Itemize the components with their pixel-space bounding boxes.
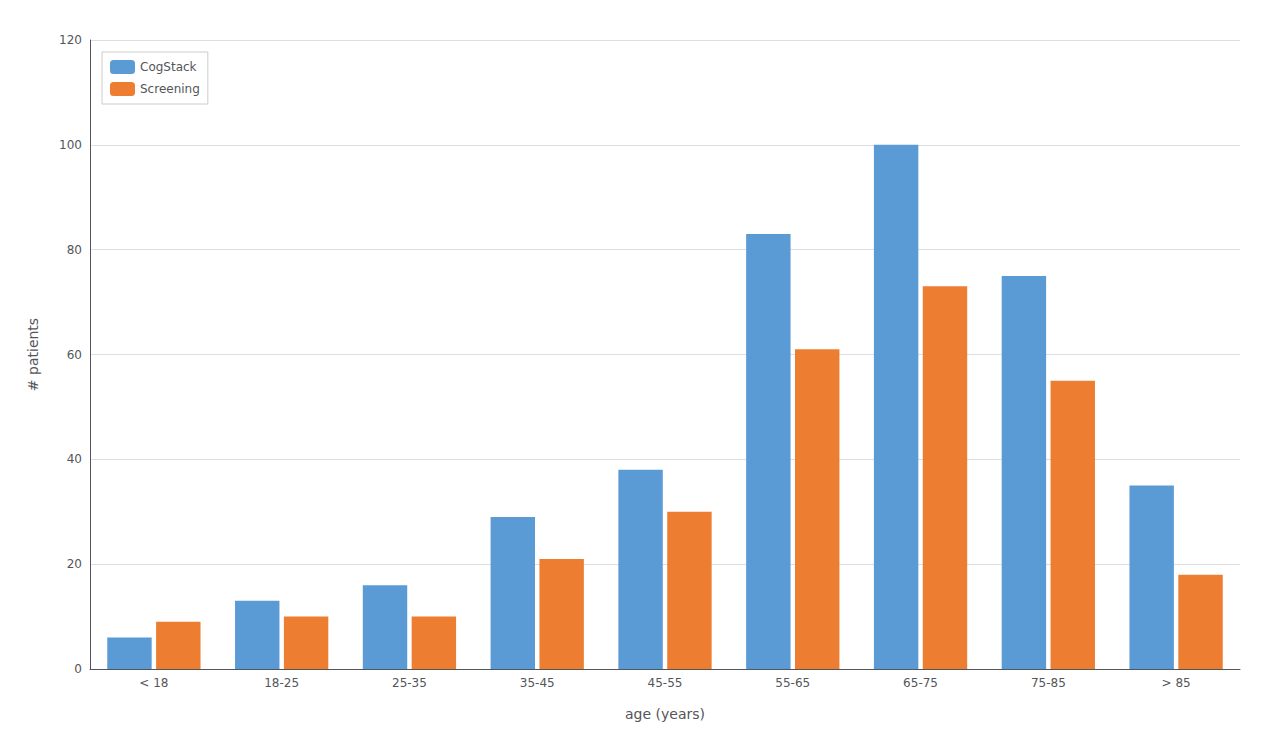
- svg-text:40: 40: [67, 452, 82, 466]
- svg-text:55-65: 55-65: [775, 676, 810, 690]
- svg-text:120: 120: [59, 33, 82, 47]
- svg-text:60: 60: [67, 348, 82, 362]
- svg-text:0: 0: [74, 662, 82, 676]
- svg-text:100: 100: [59, 138, 82, 152]
- svg-text:> 85: > 85: [1162, 676, 1191, 690]
- svg-text:65-75: 65-75: [903, 676, 938, 690]
- svg-text:75-85: 75-85: [1031, 676, 1066, 690]
- svg-text:age (years): age (years): [625, 706, 705, 722]
- svg-text:25-35: 25-35: [392, 676, 427, 690]
- svg-text:80: 80: [67, 243, 82, 257]
- svg-text:< 18: < 18: [139, 676, 168, 690]
- svg-text:CogStack: CogStack: [140, 60, 197, 74]
- svg-text:35-45: 35-45: [520, 676, 555, 690]
- svg-text:20: 20: [67, 557, 82, 571]
- svg-text:45-55: 45-55: [648, 676, 683, 690]
- svg-text:18-25: 18-25: [264, 676, 299, 690]
- svg-text:# patients: # patients: [25, 318, 41, 391]
- svg-text:Screening: Screening: [140, 82, 200, 96]
